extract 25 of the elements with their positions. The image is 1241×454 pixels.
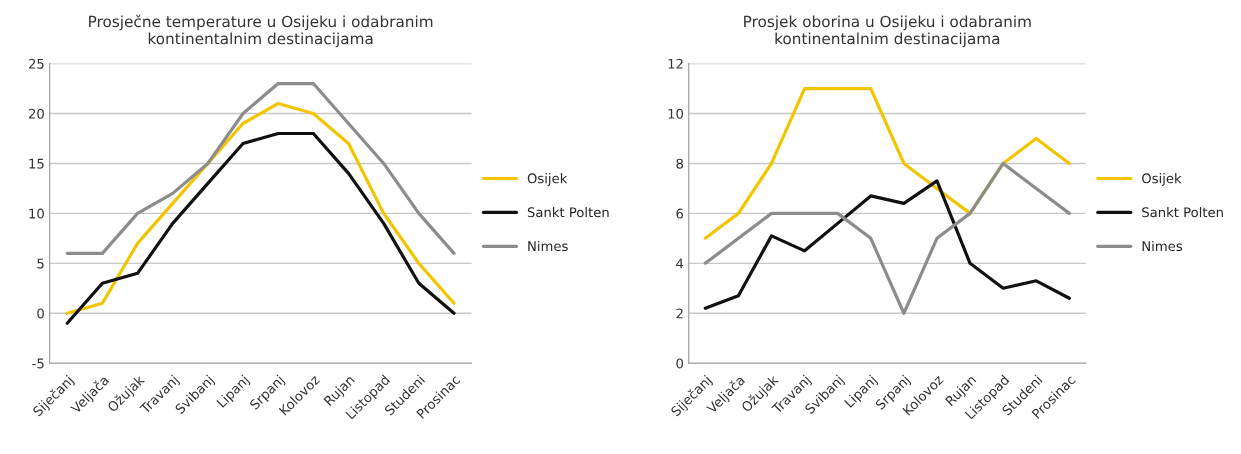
y-tick-label: 10	[668, 108, 684, 119]
y-tick-label: 0	[37, 308, 44, 319]
legend-label: Sankt Polten	[527, 207, 609, 218]
y-tick-label: 5	[37, 258, 44, 269]
chart-title: Prosječne temperature u Osijeku i odabranim kontinentalnim destinacijama	[89, 14, 433, 48]
chart-title: Prosjek oborina u Osijeku i odabranim kontinentalnim destinacijama	[744, 15, 1031, 48]
y-tick-label: 25	[28, 58, 44, 69]
legend-label: Nimes	[528, 240, 568, 252]
y-tick-label: 2	[676, 308, 683, 319]
y-tick-label: 12	[668, 58, 683, 69]
legend-label: Nimes	[1142, 240, 1183, 252]
y-tick-label: 6	[676, 208, 684, 219]
line-series	[65, 81, 456, 255]
legend-label: Osijek	[527, 173, 568, 186]
y-tick-label: 0	[676, 358, 684, 369]
y-tick-label: 8	[676, 158, 683, 169]
y-tick-label: -5	[32, 358, 44, 369]
y-tick-label: 20	[28, 108, 44, 119]
y-tick-label: 15	[29, 158, 44, 169]
legend-label: Osijek	[1142, 173, 1182, 186]
y-tick-label: 10	[29, 208, 44, 219]
line-series	[65, 101, 456, 315]
legend-label: Sankt Polten	[1142, 207, 1223, 218]
y-tick-label: 4	[676, 258, 684, 269]
line-series	[65, 131, 456, 325]
